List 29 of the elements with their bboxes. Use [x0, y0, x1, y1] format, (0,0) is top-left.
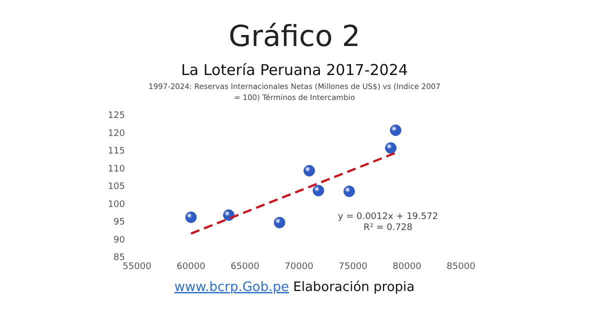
y-tick-label: 100	[108, 200, 126, 210]
x-tick-label: 80000	[392, 262, 422, 272]
point	[185, 211, 197, 223]
chart-subtitle: La Lotería Peruana 2017-2024	[181, 61, 408, 79]
point	[274, 216, 286, 228]
y-tick-label: 85	[114, 253, 125, 264]
y-tick-label: 115	[108, 146, 125, 157]
point	[343, 186, 355, 198]
point	[312, 184, 324, 196]
y-tick-label: 120	[108, 128, 126, 139]
y-tick-label: 90	[114, 235, 126, 246]
text: Elaboración propia	[289, 280, 415, 295]
annotation: y = 0.0012x + 19.572	[338, 212, 438, 222]
x-tick-label: 60000	[176, 262, 206, 272]
y-tick-label: 110	[108, 164, 126, 174]
x-tick-label: 65000	[230, 262, 260, 272]
y-tick-label: 125	[108, 111, 125, 122]
text: www.bcrp.Gob.pe	[174, 280, 290, 295]
x-tick-label: 85000	[446, 262, 476, 272]
point	[390, 124, 402, 136]
y-tick-label: 95	[114, 218, 125, 228]
y-tick-label: 105	[108, 182, 125, 192]
x-tick-label: 70000	[284, 262, 314, 272]
annotation: R² = 0.728	[364, 223, 413, 233]
point	[385, 142, 397, 154]
x-tick-label: 75000	[338, 262, 368, 272]
x-tick-label: 55000	[122, 262, 152, 272]
point	[304, 164, 316, 176]
chart-title: Gráfico 2	[228, 19, 360, 53]
